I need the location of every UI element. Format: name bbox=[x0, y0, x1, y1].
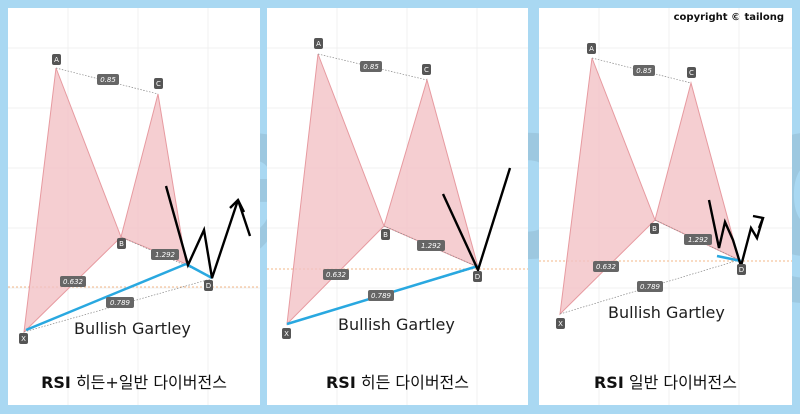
chart-panel-hidden-and-regular: X A B C D 0.85 0.632 1.292 0.789 Bullish… bbox=[8, 8, 260, 405]
point-label-b: B bbox=[381, 229, 390, 240]
point-label-a: A bbox=[314, 38, 323, 49]
point-label-b: B bbox=[650, 223, 659, 234]
copyright-text: copyright © tailong bbox=[673, 12, 784, 23]
svg-text:X: X bbox=[284, 330, 289, 338]
point-label-d: D bbox=[204, 280, 213, 291]
svg-text:1.292: 1.292 bbox=[155, 251, 176, 259]
svg-text:B: B bbox=[383, 231, 388, 239]
ratio-label-ab: 0.632 bbox=[323, 269, 349, 280]
pattern-bcd-triangle bbox=[654, 81, 740, 261]
ratio-label-xd: 0.789 bbox=[637, 281, 663, 292]
chart-panel-regular: copyright © tailong X A B C D 0.85 0.632… bbox=[539, 8, 792, 405]
svg-text:B: B bbox=[652, 225, 657, 233]
point-label-a: A bbox=[587, 43, 596, 54]
point-label-b: B bbox=[117, 238, 126, 249]
gartley-pattern-chart: X A B C D 0.85 0.632 1.292 0.789 Bullish… bbox=[267, 8, 528, 405]
ratio-label-bd: 1.292 bbox=[684, 234, 712, 245]
caption-text: 히든+일반 다이버전스 bbox=[75, 373, 227, 392]
caption-text: 일반 다이버전스 bbox=[628, 373, 738, 392]
pattern-name: Bullish Gartley bbox=[608, 303, 725, 322]
svg-text:X: X bbox=[21, 335, 26, 343]
point-label-c: C bbox=[687, 67, 696, 78]
price-path-line bbox=[707, 199, 765, 271]
svg-text:0.85: 0.85 bbox=[100, 76, 116, 84]
point-label-x: X bbox=[282, 328, 291, 339]
ratio-label-xd: 0.789 bbox=[368, 290, 394, 301]
svg-text:0.789: 0.789 bbox=[110, 299, 131, 307]
gartley-pattern-chart: X A B C D 0.85 0.632 1.292 0.789 Bullish… bbox=[539, 8, 792, 405]
panel-caption: RSI 히든 다이버전스 bbox=[267, 369, 528, 393]
svg-text:D: D bbox=[475, 273, 480, 281]
svg-text:D: D bbox=[739, 266, 744, 274]
svg-text:C: C bbox=[156, 80, 161, 88]
price-path-line bbox=[164, 185, 240, 279]
svg-text:0.85: 0.85 bbox=[363, 63, 379, 71]
point-label-a: A bbox=[52, 54, 61, 65]
chart-panel-hidden: X A B C D 0.85 0.632 1.292 0.789 Bullish… bbox=[267, 8, 528, 405]
point-label-x: X bbox=[556, 318, 565, 329]
ratio-label-ac: 0.85 bbox=[633, 65, 655, 76]
pattern-xab-triangle bbox=[286, 53, 385, 326]
price-path-line bbox=[441, 167, 512, 274]
ratio-label-bd: 1.292 bbox=[151, 249, 179, 260]
svg-text:0.632: 0.632 bbox=[326, 271, 347, 279]
divergence-line bbox=[25, 262, 187, 332]
svg-text:1.292: 1.292 bbox=[421, 242, 442, 250]
ratio-label-xd: 0.789 bbox=[106, 297, 134, 308]
gartley-pattern-chart: X A B C D 0.85 0.632 1.292 0.789 Bullish… bbox=[8, 8, 260, 405]
caption-rsi: RSI bbox=[325, 373, 356, 392]
svg-text:A: A bbox=[54, 56, 59, 64]
ratio-label-ab: 0.632 bbox=[593, 261, 619, 272]
ratio-label-ac: 0.85 bbox=[97, 74, 119, 85]
pattern-xab-triangle bbox=[559, 57, 656, 316]
svg-text:X: X bbox=[558, 320, 563, 328]
pattern-name: Bullish Gartley bbox=[74, 319, 191, 338]
divergence-line bbox=[716, 254, 742, 263]
svg-text:B: B bbox=[119, 240, 124, 248]
arrow-head-icon bbox=[752, 214, 765, 229]
svg-text:0.85: 0.85 bbox=[636, 67, 652, 75]
ratio-label-bd: 1.292 bbox=[417, 240, 445, 251]
caption-rsi: RSI bbox=[593, 373, 624, 392]
svg-text:A: A bbox=[316, 40, 321, 48]
svg-text:C: C bbox=[424, 66, 429, 74]
svg-text:0.632: 0.632 bbox=[596, 263, 617, 271]
pattern-bcd-triangle bbox=[120, 93, 187, 265]
caption-text: 히든 다이버전스 bbox=[360, 373, 470, 392]
divergence-line-short bbox=[185, 262, 213, 280]
panel-caption: RSI 일반 다이버전스 bbox=[539, 369, 792, 393]
caption-rsi: RSI bbox=[41, 373, 71, 392]
svg-text:0.632: 0.632 bbox=[63, 278, 84, 286]
pattern-name: Bullish Gartley bbox=[338, 315, 455, 334]
point-label-d: D bbox=[473, 271, 482, 282]
ratio-label-ac: 0.85 bbox=[360, 61, 382, 72]
point-label-d: D bbox=[737, 264, 746, 275]
point-label-c: C bbox=[422, 64, 431, 75]
point-label-x: X bbox=[19, 333, 28, 344]
svg-text:A: A bbox=[589, 45, 594, 53]
svg-text:1.292: 1.292 bbox=[688, 236, 709, 244]
svg-text:C: C bbox=[689, 69, 694, 77]
svg-text:D: D bbox=[206, 282, 211, 290]
ratio-label-ab: 0.632 bbox=[60, 276, 86, 287]
svg-text:0.789: 0.789 bbox=[371, 292, 392, 300]
panel-caption: RSI 히든+일반 다이버전스 bbox=[8, 369, 260, 393]
point-label-c: C bbox=[154, 78, 163, 89]
svg-text:0.789: 0.789 bbox=[640, 283, 661, 291]
